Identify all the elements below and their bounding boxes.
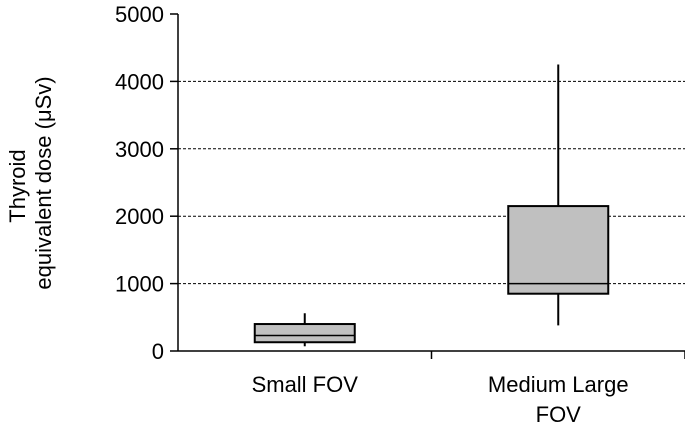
category-label-1: Medium Large FOV xyxy=(488,372,629,427)
y-tick-label-4000: 4000 xyxy=(115,69,164,94)
box-iqr-0 xyxy=(253,323,356,344)
category-label-1-line-0: Medium Large xyxy=(488,372,629,397)
category-label-0-line-0: Small FOV xyxy=(252,372,359,397)
y-axis-title: Thyroid equivalent dose (μSv) xyxy=(5,76,56,289)
y-axis-title-line-2: equivalent dose (μSv) xyxy=(31,76,56,289)
x-category-labels: Small FOV Medium Large FOV xyxy=(252,372,629,427)
y-tick-labels: 0 1000 2000 3000 4000 5000 xyxy=(115,2,164,364)
y-tick-label-0: 0 xyxy=(152,339,164,364)
box-1 xyxy=(507,64,610,326)
category-label-1-line-1: FOV xyxy=(536,402,582,427)
y-tick-label-3000: 3000 xyxy=(115,137,164,162)
boxes xyxy=(253,64,610,347)
y-tick-label-1000: 1000 xyxy=(115,272,164,297)
category-label-0: Small FOV xyxy=(252,372,359,397)
y-axis-title-line-1: Thyroid xyxy=(5,149,30,222)
axes xyxy=(170,13,685,359)
box-0 xyxy=(253,313,356,347)
box-iqr-1 xyxy=(507,205,610,295)
y-tick-label-2000: 2000 xyxy=(115,204,164,229)
y-tick-label-5000: 5000 xyxy=(115,2,164,27)
